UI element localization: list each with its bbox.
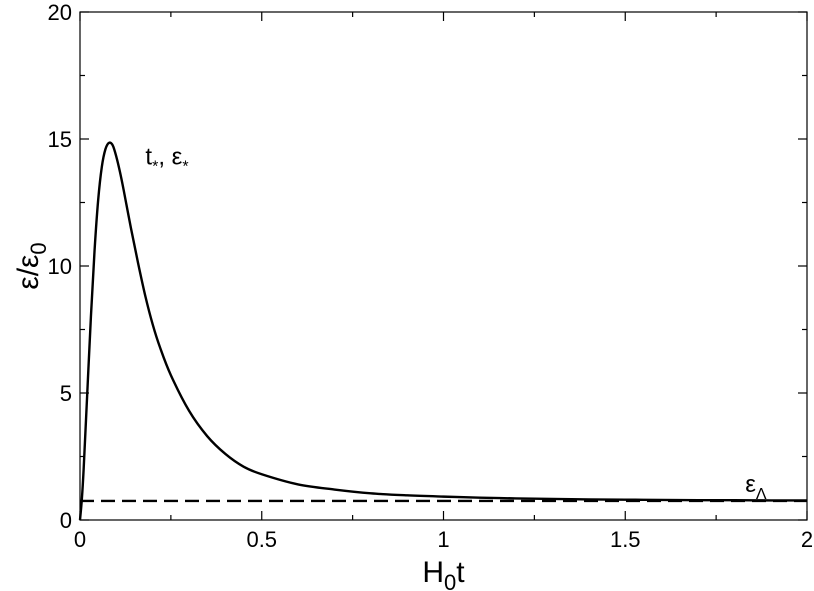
y-tick-label: 20 <box>48 0 72 25</box>
x-tick-label: 1.5 <box>610 527 641 552</box>
x-tick-label: 2 <box>801 527 813 552</box>
y-tick-label: 15 <box>48 127 72 152</box>
x-axis-title: H0t <box>422 556 465 591</box>
y-tick-label: 0 <box>60 508 72 533</box>
peak-annotation: t*, ε* <box>145 143 188 175</box>
x-tick-label: 0.5 <box>246 527 277 552</box>
y-axis-title: ε/ε0 <box>12 242 51 289</box>
plot-frame <box>79 11 808 521</box>
solid-series-line <box>78 141 808 521</box>
y-tick-label: 5 <box>60 381 72 406</box>
x-tick-label: 0 <box>74 527 86 552</box>
lambda-annotation: εΛ <box>745 471 767 503</box>
x-tick-label: 1 <box>437 527 449 552</box>
y-tick-label: 10 <box>48 254 72 279</box>
